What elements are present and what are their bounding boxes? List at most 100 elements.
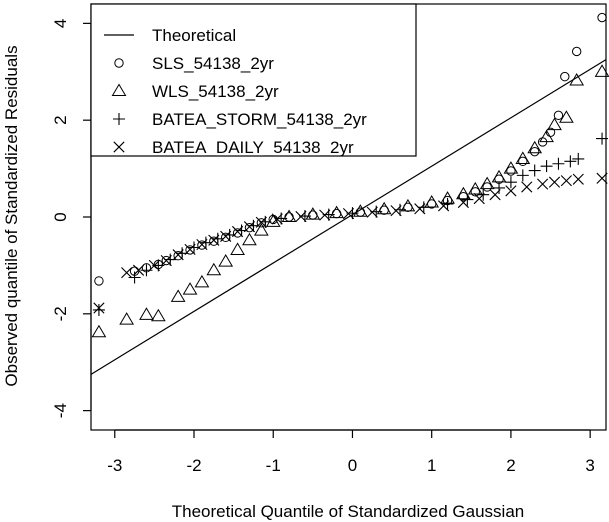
circle-point [529,146,540,157]
triangle-point [194,274,210,288]
triangle-point [547,117,562,131]
cross-point [457,196,469,209]
cross-point [521,181,533,193]
plus-point [92,303,105,316]
cross-point [505,185,517,197]
legend-label-theoretical: Theoretical [152,26,236,45]
cross-point [319,209,331,221]
plus-point [504,176,517,189]
x-tick-label: -2 [186,456,201,475]
y-tick-label: 4 [51,19,70,28]
triangle-point [170,289,186,302]
circle-point [560,71,570,82]
plus-point [528,164,541,177]
triangle-point [539,129,554,143]
circle-point [284,212,294,222]
cross-point [93,302,105,314]
triangle-point [150,308,166,322]
cross-point [548,176,561,188]
legend-series: SLS_54138_2yr WLS_54138_2yr BATEA_STORM_54… [111,54,367,157]
triangle-point [305,207,321,220]
triangle-point [424,194,440,208]
cross-point [560,175,572,187]
cross-point [220,230,232,242]
triangle-point [218,254,234,267]
circle-point [518,156,528,167]
legend: Theoretical SLS_54138_2yr WLS_54138_2yr BA… [90,3,417,157]
cross-point [572,173,584,185]
plus-point [188,241,200,254]
triangle-point [515,151,531,164]
circle-point [571,46,582,57]
legend-label: BATEA_STORM_54138_2yr [152,110,367,129]
y-axis: -4 -2 0 2 4 [51,19,92,418]
triangle-point [206,262,222,276]
cross-point [390,205,402,217]
y-tick-label: 0 [51,212,70,221]
legend-label: BATEA_DAILY_54138_2yr [152,138,354,157]
cross-point [295,210,307,223]
triangle-point [456,186,471,200]
cross-point [172,249,184,261]
triangle-point [503,161,519,174]
triangle-point [281,209,297,223]
plus-point [164,253,177,266]
triangle-point [569,73,585,86]
circle-point [506,166,516,176]
cross-point [366,206,378,218]
data-points [91,12,609,338]
triangle-point [230,242,245,255]
series-plus [92,132,609,316]
triangle-point [376,201,392,215]
cross-point [271,213,283,225]
cross-point [243,221,256,233]
plus-point [199,236,212,249]
plus-point [441,197,454,210]
x-tick-label: 3 [585,456,594,475]
x-tick-label: 2 [506,456,515,475]
plus-point [211,232,224,245]
cross-point [537,178,549,190]
x-tick-label: 0 [348,456,357,475]
triangle-point [253,223,269,236]
plus-point [564,155,577,168]
x-tick-label: -3 [107,456,122,475]
triangle-point [559,110,574,123]
y-tick-label: 2 [51,115,70,124]
triangle-point [119,312,135,325]
cross-point [196,239,208,251]
theoretical-line [90,59,607,375]
y-tick-label: -2 [51,306,70,321]
plus-point [394,203,406,216]
y-tick-label: -4 [51,403,70,418]
triangle-point [353,204,368,217]
cross-point [132,264,145,276]
triangle-point [91,324,107,338]
x-tick-label: -1 [266,456,281,475]
triangle-point [491,169,507,183]
plus-point [572,152,585,165]
circle-point [470,187,480,197]
triangle-point [139,307,154,320]
x-axis: -3 -2 -1 0 1 2 3 [107,429,595,475]
legend-label: WLS_54138_2yr [152,82,279,101]
triangle-point [182,282,198,295]
plus-point [540,160,553,173]
legend-circle-icon [114,58,124,68]
cross-point [121,267,133,279]
triangle-point [527,140,543,154]
y-axis-label: Observed quantile of Standardized Residu… [2,45,21,386]
plus-point [552,157,565,170]
legend-label: SLS_54138_2yr [152,54,274,73]
cross-point [473,193,485,205]
cross-point [437,200,450,212]
cross-point [148,259,160,271]
triangle-point [265,214,281,227]
triangle-point [242,232,257,246]
cross-point [596,172,608,184]
x-tick-label: 1 [427,456,436,475]
cross-point [231,225,244,238]
cross-point [208,234,220,246]
circle-point [482,182,492,192]
plus-point [516,169,529,182]
